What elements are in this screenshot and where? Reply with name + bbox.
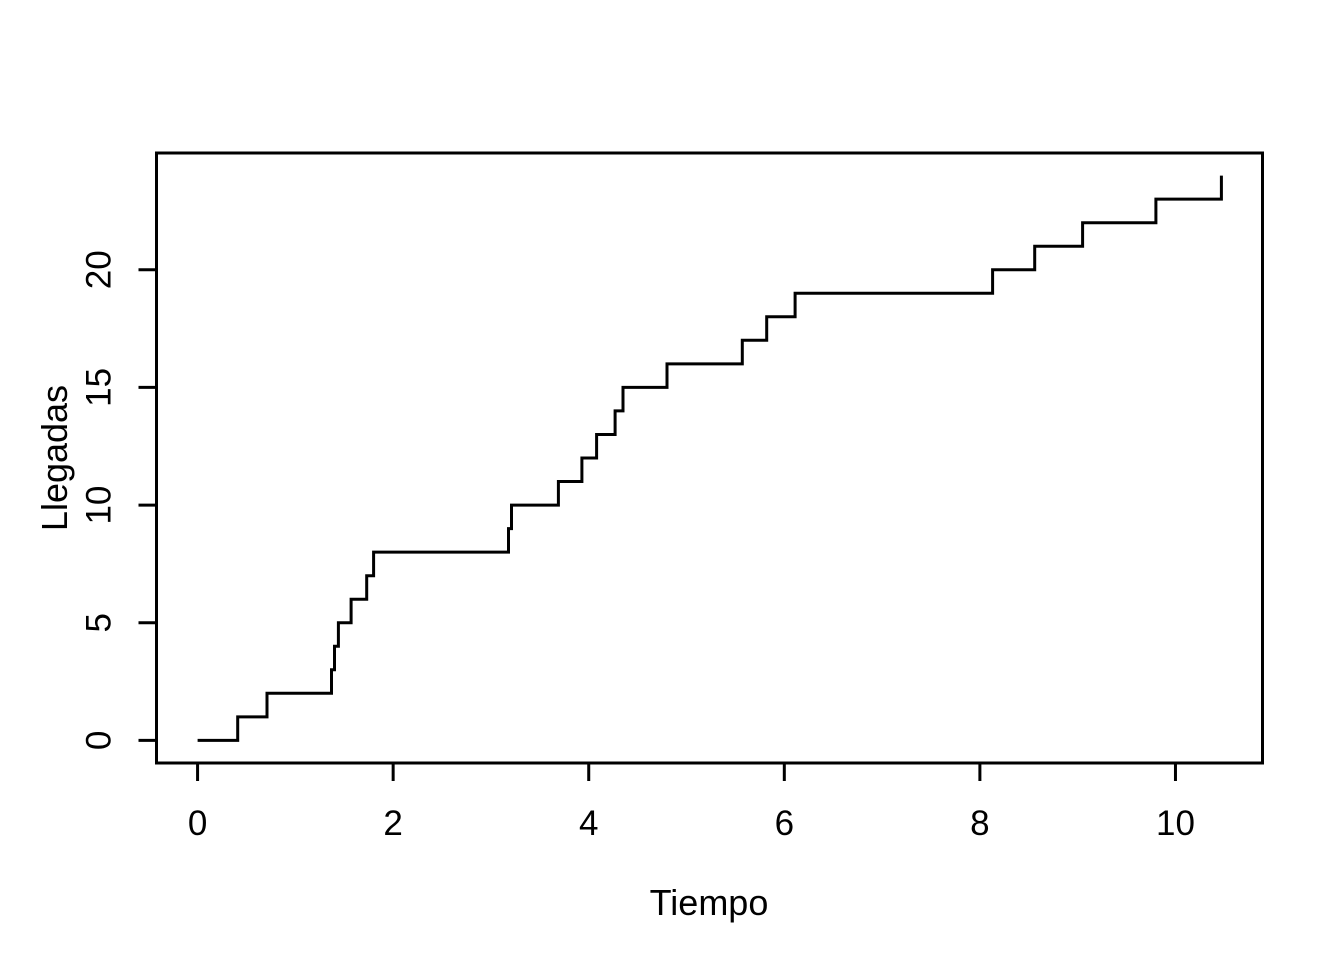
x-tick-label: 10 [1156,804,1195,843]
plot-border [155,151,1264,765]
step-line [197,175,1223,742]
y-tick-label: 0 [80,731,119,750]
x-tick-label: 8 [970,804,989,843]
x-tick-label: 4 [579,804,598,843]
x-tick-label: 6 [775,804,794,843]
y-axis-title: Llegadas [34,384,75,532]
y-tick-label: 15 [80,368,119,407]
y-tick-label: 10 [80,486,119,525]
y-tick-label: 20 [80,250,119,289]
x-axis-title: Tiempo [649,882,769,923]
x-tick-label: 0 [188,804,207,843]
x-tick-label: 2 [383,804,402,843]
y-tick-label: 5 [80,613,119,632]
